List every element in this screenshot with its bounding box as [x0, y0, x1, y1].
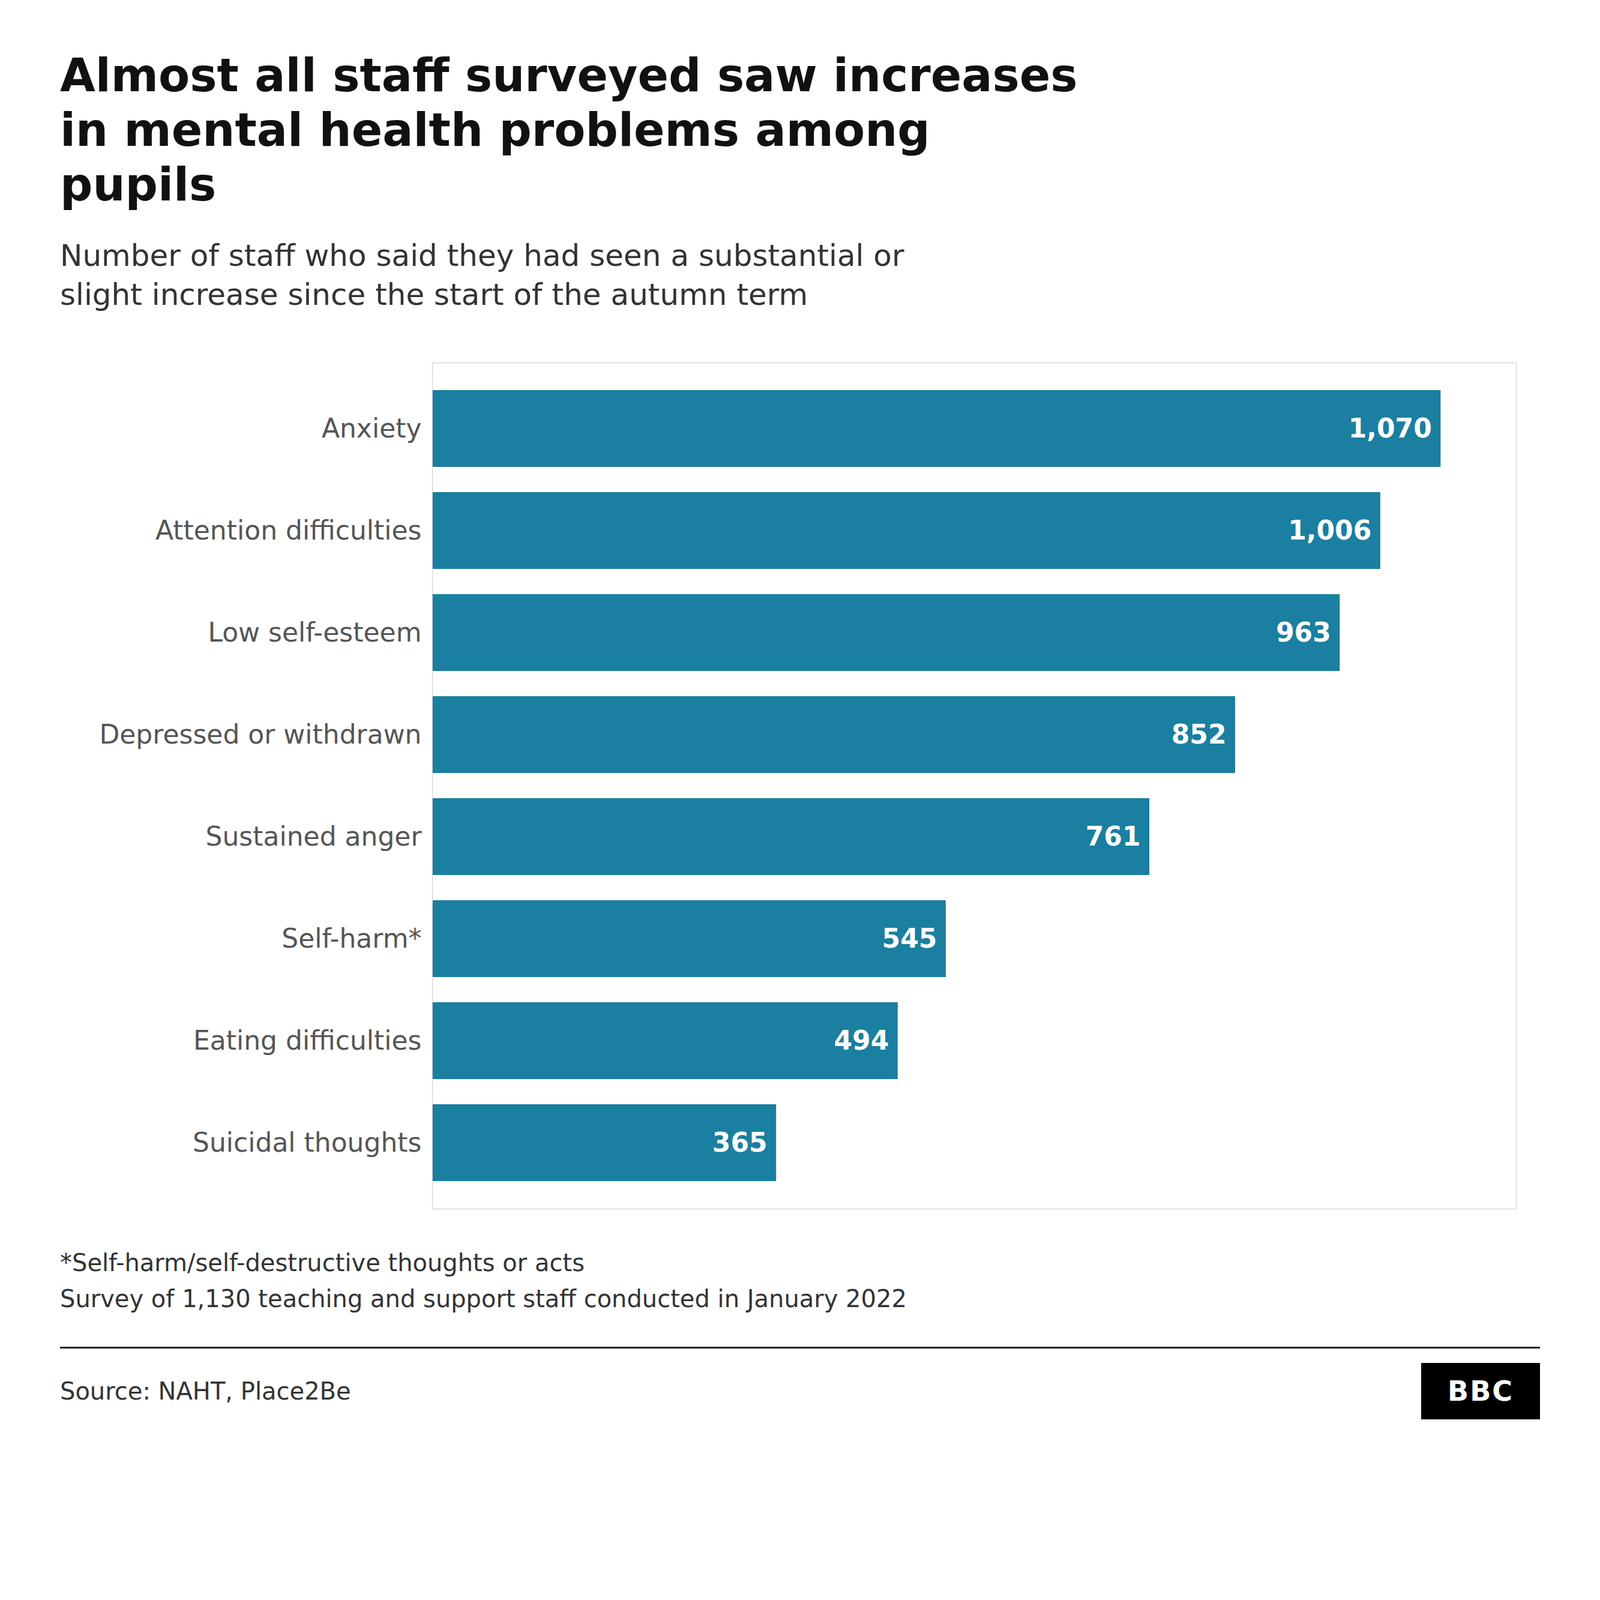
html-text:*Self-harm/self-destructive th: *Self-harm/self-destructive thoughts or …: [60, 1248, 585, 1277]
svg-text:761: 761: [1085, 820, 1141, 852]
html-text:Almost all staff surveyed saw: Almost all staff surveyed saw increases …: [60, 48, 1078, 212]
html-text:BBC: BBC: [1447, 1374, 1514, 1408]
svg-text:494: 494: [833, 1024, 889, 1056]
svg-text:Self-harm*: Self-harm*: [281, 922, 422, 954]
html-text:Number of staff who said they: Number of staff who said they had seen a…: [60, 238, 905, 312]
svg-text:Suicidal thoughts: Suicidal thoughts: [192, 1126, 422, 1158]
svg-text:1,070: 1,070: [1348, 412, 1432, 443]
svg-text:Low self-esteem: Low self-esteem: [207, 616, 422, 647]
svg-text:Attention difficulties: Attention difficulties: [155, 514, 422, 545]
svg-text:963: 963: [1275, 616, 1332, 647]
html-text:Survey of 1,130 teaching and s: Survey of 1,130 teaching and support sta…: [60, 1284, 907, 1313]
svg-text:852: 852: [1171, 718, 1227, 749]
svg-text:Eating difficulties: Eating difficulties: [193, 1024, 422, 1056]
svg-text:Depressed or withdrawn: Depressed or withdrawn: [99, 718, 422, 749]
svg-text:Anxiety: Anxiety: [321, 412, 422, 443]
svg-text:Sustained anger: Sustained anger: [205, 820, 423, 852]
html-text:Source: NAHT, Place2Be: Source: NAHT, Place2Be: [60, 1377, 351, 1405]
svg-text:1,006: 1,006: [1287, 514, 1372, 545]
svg-text:545: 545: [882, 922, 938, 954]
svg-text:365: 365: [712, 1126, 768, 1158]
